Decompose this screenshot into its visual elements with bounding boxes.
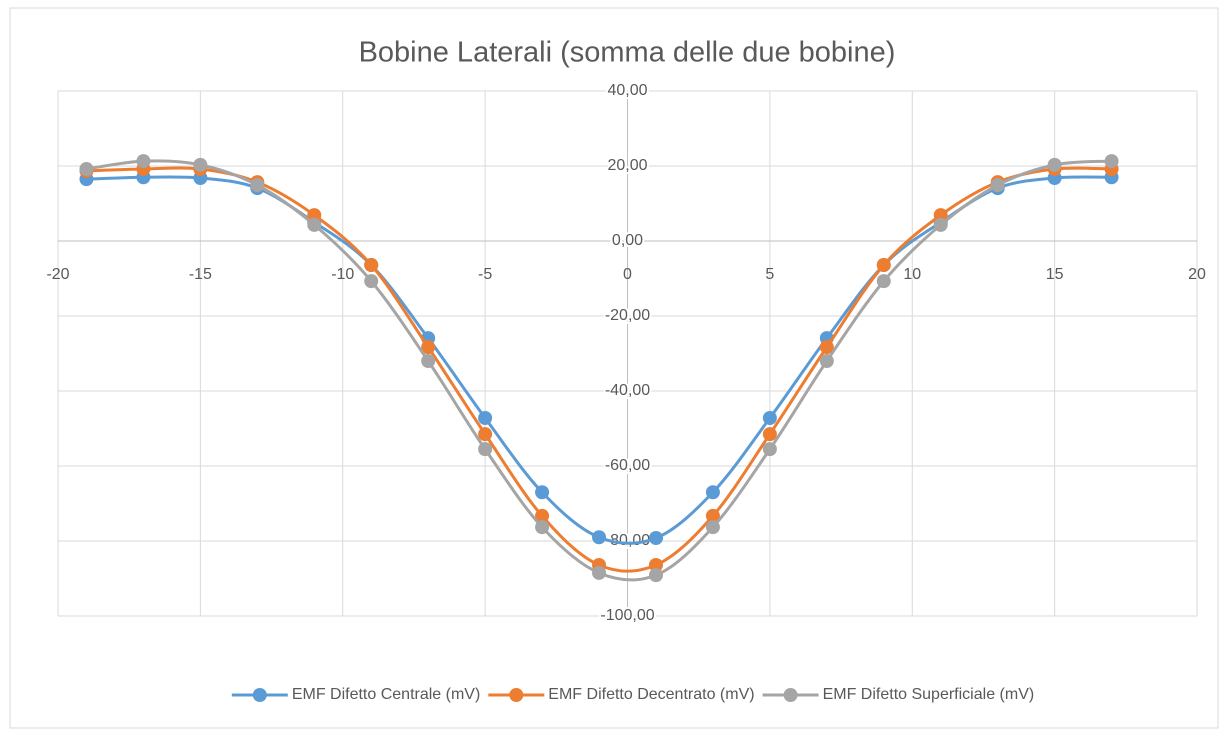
legend-marker [783,688,798,702]
chart-title: Bobine Laterali (somma delle due bobine) [359,37,896,69]
y-tick-label: 0,00 [612,232,643,249]
data-point [478,427,493,442]
data-point [762,411,777,425]
data-point [307,208,322,223]
chart-border [9,7,1219,729]
x-tick-label: -15 [189,266,212,283]
data-point [705,508,720,523]
x-tick-label: 10 [903,266,921,283]
legend-marker [509,688,524,702]
y-tick-label: 20,00 [607,157,647,174]
x-tick-label: -5 [478,266,492,283]
data-point [762,427,777,442]
x-tick-label: 5 [765,266,774,283]
data-point [193,157,208,172]
y-tick-label: -20,00 [605,307,650,324]
legend-label: EMF Difetto Centrale (mV) [292,686,480,703]
y-tick-label: 40,00 [607,82,647,99]
data-point [648,568,663,583]
data-point [136,154,151,169]
data-point [705,485,720,500]
data-point [648,531,663,545]
data-point [535,508,550,523]
x-tick-label: 0 [623,266,632,283]
data-point [250,178,265,193]
y-tick-label: -60,00 [605,457,650,474]
y-tick-label: -100,00 [600,607,654,624]
data-point [478,411,493,425]
legend-marker [252,688,267,702]
x-tick-label: -20 [46,266,69,283]
y-tick-label: -80,00 [605,532,650,549]
data-point [819,340,834,355]
x-tick-label: 20 [1188,266,1206,283]
data-point [307,217,322,232]
data-point [1047,157,1062,172]
data-point [592,565,607,580]
data-point [364,258,379,272]
data-point [648,558,663,572]
legend-label: EMF Difetto Decentrato (mV) [548,686,754,703]
legend-label: EMF Difetto Superficiale (mV) [823,686,1035,703]
data-point [592,530,607,545]
data-point [478,442,493,457]
data-point [1104,154,1119,169]
data-point [79,162,94,176]
data-point [819,354,834,368]
data-point [933,208,948,223]
x-tick-label: -10 [331,266,354,283]
data-point [933,217,948,232]
data-point [762,442,777,457]
data-point [990,178,1005,193]
data-point [364,274,379,289]
data-point [535,485,550,500]
data-point [421,354,436,368]
data-point [421,340,436,355]
y-tick-label: -40,00 [605,382,650,399]
data-point [876,274,891,289]
data-point [535,520,550,535]
x-tick-label: 15 [1046,266,1064,283]
data-point [876,258,891,272]
data-point [705,520,720,535]
